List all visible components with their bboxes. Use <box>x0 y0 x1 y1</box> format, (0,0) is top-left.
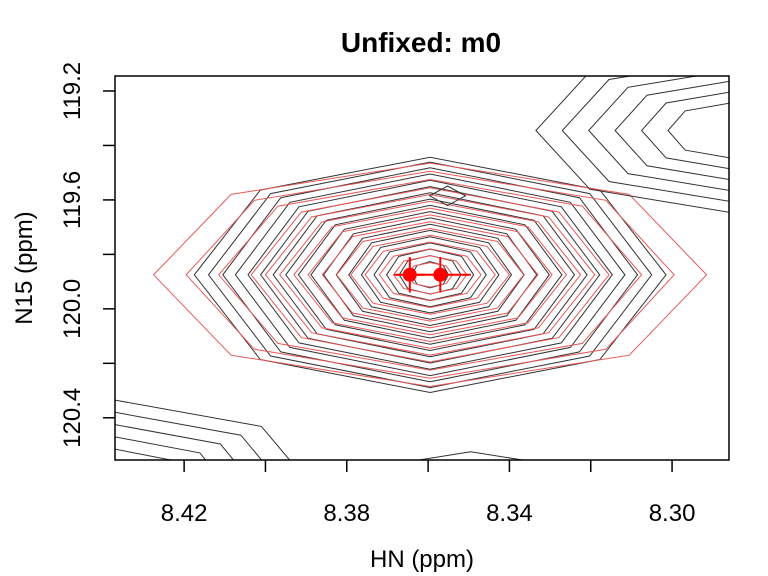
observed-contour <box>386 248 475 301</box>
chart-title: Unfixed: m0 <box>341 27 501 58</box>
observed-contour <box>193 156 667 394</box>
plot-frame <box>114 75 730 461</box>
y-tick-label: 120.4 <box>59 388 86 448</box>
x-tick-label: 8.42 <box>161 500 208 527</box>
fit-contour <box>250 187 610 363</box>
y-tick-label: 120.0 <box>59 279 86 339</box>
observed-contour <box>360 236 500 314</box>
observed-contour <box>234 173 626 377</box>
fit-contour <box>378 248 482 302</box>
observed-contour <box>115 424 235 460</box>
fit-contour <box>307 214 553 336</box>
observed-contour <box>535 76 729 213</box>
fit-contour <box>350 234 511 315</box>
fit-contour <box>279 200 582 349</box>
fit-contour <box>392 255 468 295</box>
observed-contour <box>207 161 653 389</box>
observed-contour <box>640 91 729 170</box>
observed-contour <box>115 411 263 460</box>
x-tick-label: 8.34 <box>486 500 533 527</box>
fit-contour <box>152 162 708 388</box>
observed-contour <box>115 448 174 460</box>
fit-point <box>433 267 448 282</box>
y-tick-label: 119.6 <box>59 171 86 229</box>
observed-contour <box>272 192 588 358</box>
observed-contour <box>310 211 550 339</box>
observed-contour <box>428 185 467 207</box>
y-tick-label: 119.2 <box>59 62 86 120</box>
observed-contour <box>426 463 515 504</box>
x-axis: 8.42 8.38 8.34 8.30 <box>161 460 696 527</box>
observed-contour <box>285 198 576 352</box>
observed-contour <box>415 451 526 460</box>
observed-contour <box>115 436 207 460</box>
observed-contour <box>297 204 563 345</box>
x-tick-label: 8.38 <box>323 500 370 527</box>
observed-contour <box>588 76 729 191</box>
observed-contour <box>348 229 513 320</box>
fit-contour <box>264 193 596 356</box>
observed-contour <box>561 76 729 202</box>
y-axis: 119.2 119.6 120.0 120.4 <box>59 62 115 448</box>
observed-contour <box>247 179 613 370</box>
fit-contour <box>218 178 643 371</box>
observed-contour <box>322 217 538 333</box>
fit-contour <box>335 227 525 322</box>
x-axis-label: HN (ppm) <box>370 546 474 573</box>
observed-contour <box>614 80 729 181</box>
observed-contour <box>115 399 291 460</box>
fit-contour <box>321 221 539 329</box>
fit-contour <box>364 241 496 309</box>
y-axis-label: N15 (ppm) <box>11 211 38 324</box>
observed-contour <box>373 242 487 308</box>
fit-contour <box>185 170 675 379</box>
observed-contour <box>54 461 176 526</box>
observed-contour <box>667 102 729 159</box>
contour-layer <box>54 76 729 526</box>
fit-points-layer <box>394 257 471 293</box>
fit-contour <box>293 207 568 343</box>
x-tick-label: 8.30 <box>649 500 696 527</box>
